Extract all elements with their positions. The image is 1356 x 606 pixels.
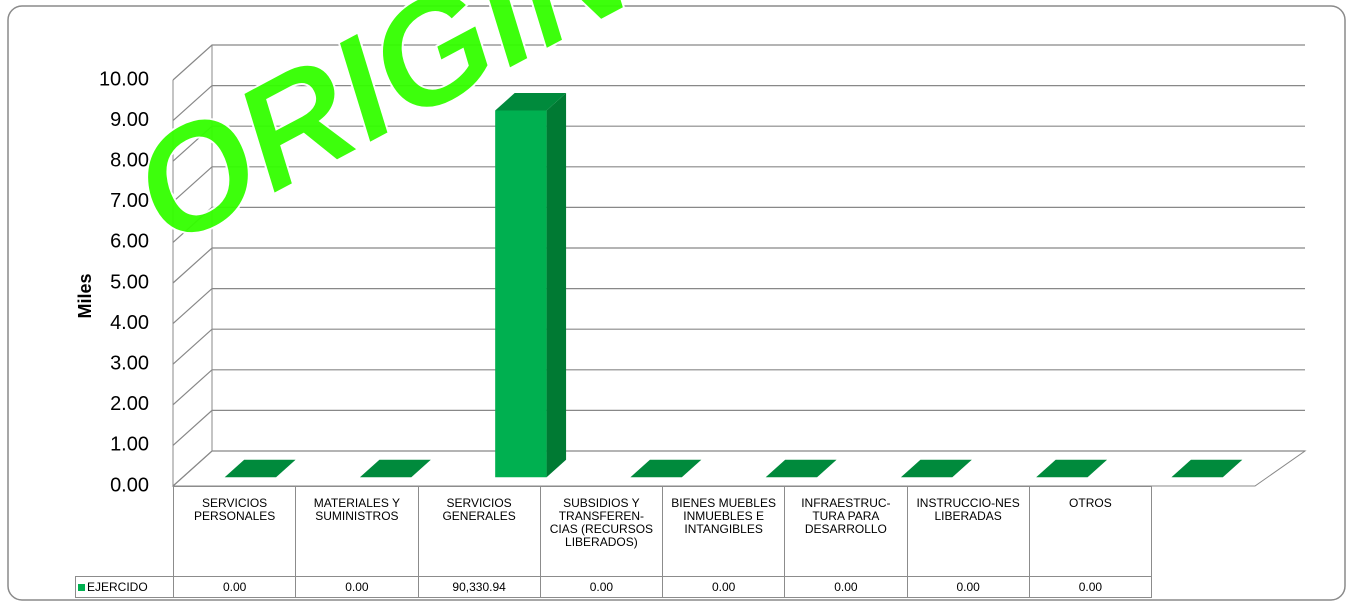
y-tick-label: 9.00 bbox=[110, 109, 149, 131]
value-label: 0.00 bbox=[661, 576, 786, 598]
category-row: SERVICIOS PERSONALES MATERIALES Y SUMINIS… bbox=[75, 486, 1153, 577]
y-axis-title: Miles bbox=[75, 273, 95, 318]
grid-line bbox=[172, 328, 1305, 365]
category-label: OTROS bbox=[1028, 486, 1153, 577]
category-label: SUBSIDIOS Y TRANSFEREN-CIAS (RECURSOS LI… bbox=[539, 486, 664, 577]
grid-line bbox=[172, 125, 1305, 162]
bar-side bbox=[546, 93, 567, 478]
grid-line bbox=[172, 288, 1305, 325]
value-label: 0.00 bbox=[172, 576, 297, 598]
legend-label: EJERCIDO bbox=[87, 579, 148, 594]
y-tick-label: 10.00 bbox=[99, 68, 149, 90]
grid-line bbox=[172, 206, 1305, 243]
y-tick-label: 3.00 bbox=[110, 352, 149, 374]
category-label: BIENES MUEBLES INMUEBLES E INTANGIBLES bbox=[661, 486, 786, 577]
value-label: 0.00 bbox=[906, 576, 1030, 598]
category-label: SERVICIOS PERSONALES bbox=[172, 486, 297, 577]
y-tick-label: 4.00 bbox=[110, 312, 149, 334]
legend-key bbox=[78, 583, 85, 591]
bar-top bbox=[224, 459, 296, 478]
category-label: INSTRUCCIO-NES LIBERADAS bbox=[906, 486, 1030, 577]
bar-top bbox=[359, 459, 431, 478]
grid-line bbox=[172, 84, 1305, 122]
bar-top bbox=[765, 459, 837, 478]
y-tick-label: 2.00 bbox=[110, 393, 149, 415]
y-tick-label: 5.00 bbox=[110, 271, 149, 293]
y-tick-label: 7.00 bbox=[110, 190, 149, 212]
category-label: MATERIALES Y SUMINISTROS bbox=[295, 486, 419, 577]
bar-top bbox=[1036, 459, 1108, 478]
data-table: SERVICIOS PERSONALES MATERIALES Y SUMINIS… bbox=[75, 486, 1153, 598]
grid-line bbox=[172, 44, 1305, 81]
value-row: EJERCIDO 0.00 0.00 90,330.94 0.00 0.00 0.00 0.0… bbox=[75, 576, 1153, 598]
y-tick-label: 6.00 bbox=[110, 231, 149, 253]
grid-line bbox=[172, 450, 1305, 487]
y-tick-label: 8.00 bbox=[110, 149, 149, 171]
table-corner bbox=[75, 486, 174, 577]
bar bbox=[495, 110, 547, 478]
grid-line bbox=[172, 409, 1305, 446]
grid-line bbox=[172, 369, 1305, 406]
y-tick-label: 1.00 bbox=[110, 434, 149, 456]
grid-line bbox=[172, 166, 1305, 203]
category-label: INFRAESTRUC-TURA PARA DESARROLLO bbox=[784, 486, 908, 577]
bar-top bbox=[1171, 459, 1243, 478]
value-label: 0.00 bbox=[1028, 576, 1153, 598]
legend-cell: EJERCIDO bbox=[75, 576, 174, 598]
value-label: 0.00 bbox=[784, 576, 908, 598]
bar-top bbox=[630, 459, 702, 478]
value-label: 90,330.94 bbox=[417, 576, 541, 598]
bar-top bbox=[900, 459, 972, 478]
category-label: SERVICIOS GENERALES bbox=[417, 486, 541, 577]
bar-top bbox=[495, 93, 567, 111]
value-label: 0.00 bbox=[295, 576, 419, 598]
grid-line bbox=[172, 247, 1305, 284]
value-label: 0.00 bbox=[539, 576, 664, 598]
